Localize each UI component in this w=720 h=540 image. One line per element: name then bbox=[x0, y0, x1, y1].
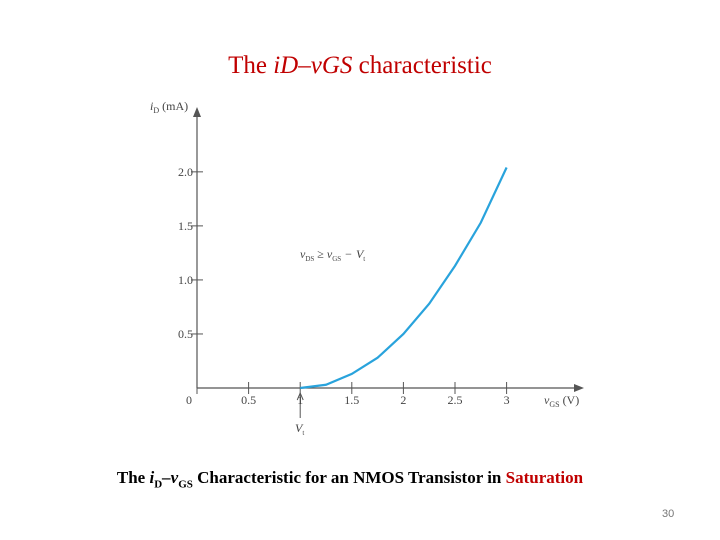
caption-part: Saturation bbox=[505, 468, 584, 487]
ann-c: V bbox=[356, 247, 365, 261]
caption-part: The bbox=[116, 468, 146, 487]
slide-title: The iD–vGS characteristic bbox=[0, 52, 720, 80]
x-tick-label: 0.5 bbox=[241, 393, 256, 407]
vt-label: Vt bbox=[295, 421, 304, 437]
ann-op: ≥ bbox=[317, 247, 324, 261]
caption-part: D bbox=[154, 478, 163, 491]
ann-b-sub: GS bbox=[332, 255, 341, 263]
title-prefix: The bbox=[228, 52, 267, 79]
y-tick-label: 0.5 bbox=[178, 327, 193, 341]
caption-part: –v bbox=[162, 468, 179, 487]
y-label-base: i bbox=[150, 99, 153, 113]
x-tick-label: 1.5 bbox=[344, 393, 359, 407]
vt-sub: t bbox=[302, 429, 304, 437]
title-suffix: characteristic bbox=[358, 52, 492, 79]
x-label-base: v bbox=[544, 393, 550, 407]
x-arrow bbox=[574, 384, 584, 392]
y-tick-label: 1.0 bbox=[178, 273, 193, 287]
x-tick-label: 2.5 bbox=[448, 393, 463, 407]
x-tick-label: 1 bbox=[297, 393, 303, 407]
ann-minus: − bbox=[345, 247, 352, 261]
y-label-unit: (mA) bbox=[162, 99, 188, 113]
y-axis-label: iD (mA) bbox=[150, 99, 188, 115]
y-label-sub: D bbox=[153, 106, 159, 115]
x-axis-label: vGS (V) bbox=[544, 393, 579, 409]
curve bbox=[300, 167, 508, 390]
ann-a-sub: DS bbox=[305, 255, 314, 263]
x-label-sub: GS bbox=[549, 400, 559, 409]
y-tick-label: 1.5 bbox=[178, 219, 193, 233]
x-label-unit: (V) bbox=[563, 393, 580, 407]
vt-base: V bbox=[295, 421, 304, 435]
y-arrow bbox=[193, 107, 201, 117]
x-tick-label: 2 bbox=[400, 393, 406, 407]
page-number: 30 bbox=[662, 508, 675, 520]
annotation: vDS ≥ vGS − Vt bbox=[300, 247, 365, 263]
x-tick-label: 3 bbox=[504, 393, 510, 407]
title-italic: iD–vGS bbox=[273, 52, 353, 79]
y-tick-label: 2.0 bbox=[178, 165, 193, 179]
caption-part: Characteristic for an NMOS Transistor in bbox=[197, 468, 502, 487]
ann-b: v bbox=[327, 247, 333, 261]
ann-a: v bbox=[300, 247, 306, 261]
caption-part: i bbox=[149, 468, 155, 487]
caption-part: GS bbox=[178, 478, 193, 491]
x-tick-label: 0 bbox=[186, 393, 192, 407]
caption: The iD–vGS Characteristic for an NMOS Tr… bbox=[0, 468, 700, 490]
ann-c-sub: t bbox=[363, 255, 365, 263]
